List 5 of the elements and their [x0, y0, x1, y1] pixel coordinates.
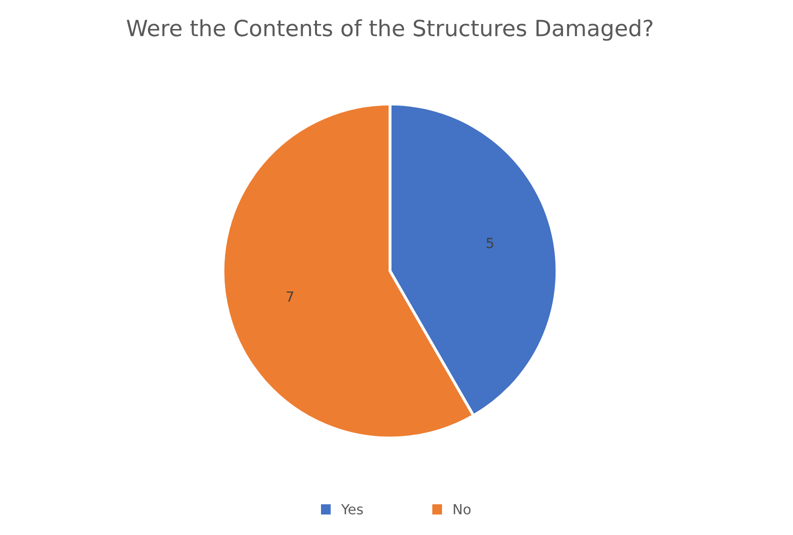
chart-title: Were the Contents of the Structures Damaged? — [126, 19, 652, 41]
legend-label: Yes — [341, 504, 363, 514]
data-label: 5 — [486, 238, 494, 248]
data-label: 7 — [286, 292, 294, 302]
legend-label: No — [454, 504, 471, 514]
